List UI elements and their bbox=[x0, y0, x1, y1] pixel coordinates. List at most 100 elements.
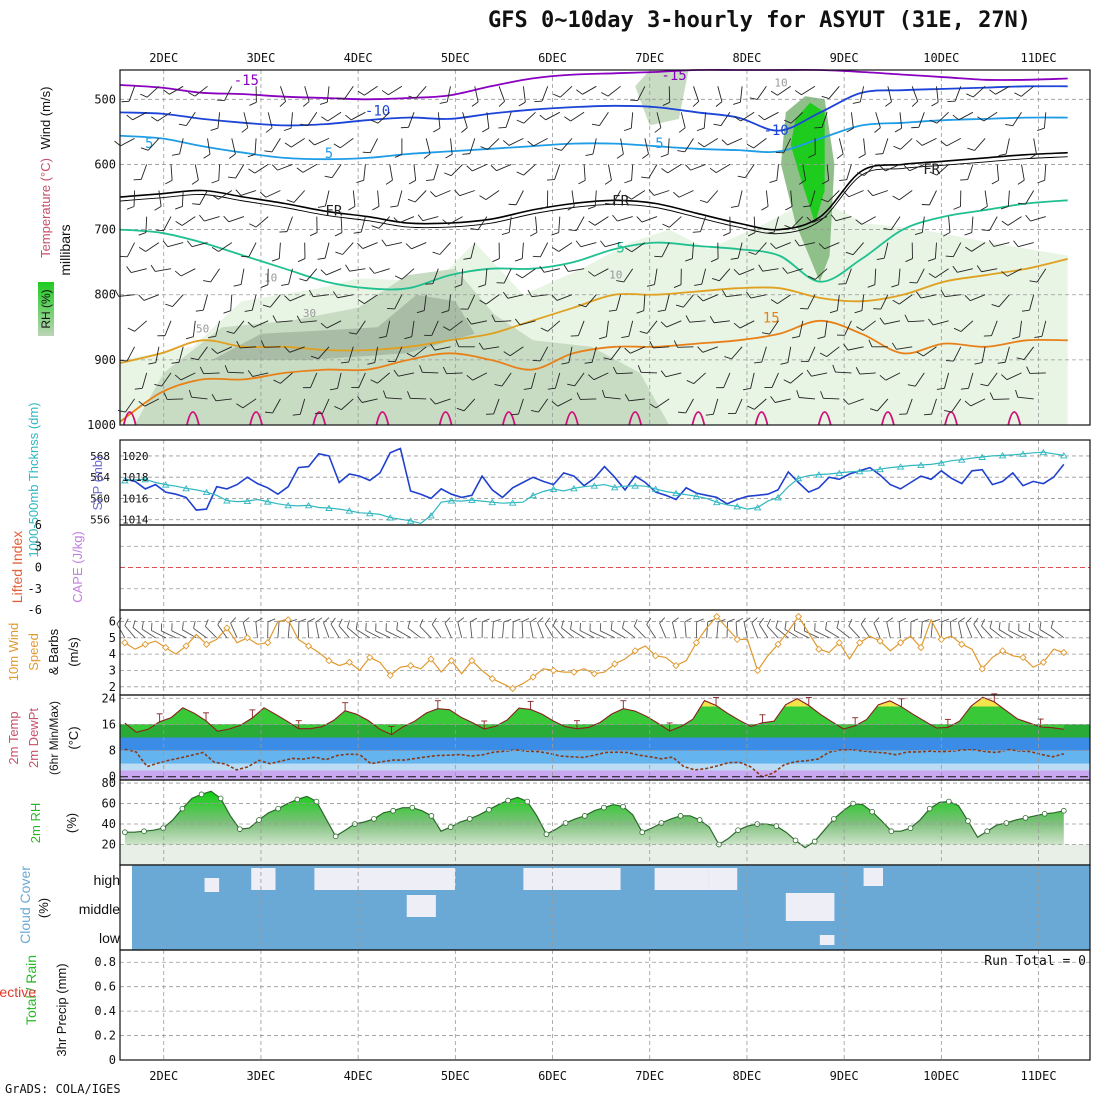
wind-barb bbox=[964, 216, 974, 236]
wind-barb bbox=[157, 320, 172, 337]
wind-barb bbox=[140, 85, 160, 98]
wind-barb bbox=[780, 346, 792, 365]
wind-barb bbox=[188, 85, 208, 97]
wind-barb-10m bbox=[132, 620, 146, 639]
wind-barb-10m bbox=[230, 617, 238, 638]
thickness-marker bbox=[468, 496, 476, 503]
wind-barb bbox=[466, 372, 488, 381]
wind-barb bbox=[444, 164, 463, 177]
wind-barb bbox=[367, 346, 379, 365]
rh-marker bbox=[581, 813, 588, 819]
wind-barb bbox=[868, 339, 888, 348]
pressure-tick: 900 bbox=[94, 353, 116, 367]
wind-barb bbox=[223, 294, 233, 314]
wind-barb-10m bbox=[671, 617, 679, 638]
wind-barb bbox=[944, 398, 962, 413]
thickness-marker bbox=[202, 488, 211, 496]
date-tick-top: 4DEC bbox=[344, 51, 373, 65]
thickness-marker bbox=[488, 498, 497, 506]
wind-barb bbox=[126, 111, 147, 121]
rh-marker bbox=[543, 831, 550, 838]
precip-tick: 0.4 bbox=[94, 1004, 116, 1018]
precip-axis-label-3: 3hr Precip (mm) bbox=[54, 963, 69, 1056]
wind-barb bbox=[540, 190, 549, 210]
wind-barb bbox=[608, 294, 622, 312]
lifted-index-tick: 6 bbox=[35, 518, 42, 532]
wind-barb-10m bbox=[743, 617, 751, 638]
wind-barb bbox=[425, 268, 439, 285]
wind-barb bbox=[649, 398, 670, 409]
precip-tick: 0.2 bbox=[94, 1029, 116, 1043]
wind-barb bbox=[856, 320, 876, 331]
wind-barb bbox=[749, 86, 767, 100]
wind-barb bbox=[761, 320, 779, 335]
wind-barb bbox=[601, 85, 621, 97]
wind-barb bbox=[952, 111, 974, 121]
wind-barb bbox=[324, 164, 342, 179]
wind-barb bbox=[165, 164, 173, 185]
wind-barb bbox=[928, 318, 949, 326]
wind-barb bbox=[709, 164, 731, 174]
temperature-axis-label: Temperature (°C) bbox=[38, 158, 53, 258]
wind-barb bbox=[715, 86, 723, 107]
wind-barb bbox=[879, 372, 901, 381]
wind-barb-10m bbox=[457, 617, 465, 638]
wind-barb bbox=[150, 264, 172, 272]
rh-marker bbox=[1041, 810, 1048, 817]
wind-barb bbox=[190, 346, 208, 361]
rh-marker bbox=[217, 795, 224, 802]
date-tick-top: 5DEC bbox=[441, 51, 470, 65]
wind-barb bbox=[247, 320, 269, 328]
wind-barb bbox=[1015, 389, 1034, 400]
wind-barb bbox=[211, 394, 232, 402]
wind-barb bbox=[624, 394, 645, 402]
wind-barb bbox=[211, 242, 233, 252]
wind-barb bbox=[165, 294, 184, 308]
wind-speed-marker bbox=[223, 624, 231, 632]
rh-tick: 80 bbox=[102, 776, 116, 790]
wind-barb bbox=[856, 164, 877, 176]
wind-barb bbox=[381, 85, 403, 96]
wind-speed-marker bbox=[958, 640, 966, 648]
wind-barb-10m bbox=[355, 621, 371, 639]
wind-barb bbox=[551, 294, 573, 301]
wind-barb bbox=[724, 346, 743, 360]
wind-barb bbox=[479, 190, 500, 201]
wind-barb bbox=[400, 112, 415, 129]
wind-barb bbox=[600, 240, 621, 248]
wind-barb-10m bbox=[886, 617, 894, 638]
wind-barb bbox=[317, 242, 330, 260]
wind-barb bbox=[953, 190, 962, 210]
wind-barb bbox=[843, 398, 864, 405]
wind-barb bbox=[873, 294, 889, 310]
wind-speed-marker bbox=[468, 657, 476, 665]
wind-barb bbox=[989, 85, 1010, 95]
wind-barb bbox=[419, 365, 439, 374]
rh-marker bbox=[735, 827, 741, 833]
wind-barb bbox=[894, 112, 903, 133]
wind-barb bbox=[271, 163, 293, 171]
wind-barb bbox=[806, 216, 828, 224]
wind-barb bbox=[960, 164, 974, 181]
wind-barb bbox=[185, 320, 196, 340]
wind-speed-marker bbox=[937, 635, 945, 644]
wind-barb bbox=[249, 216, 269, 228]
wind-barb bbox=[599, 320, 609, 340]
wind-barb bbox=[119, 346, 135, 362]
cloud-row-label: low bbox=[99, 930, 121, 946]
isotherm-5 bbox=[119, 258, 1068, 364]
wind-barb-10m bbox=[407, 620, 422, 639]
wind-barb bbox=[406, 346, 427, 358]
wind-barb bbox=[494, 372, 512, 387]
thickness-axis-label: 1000-500mb Thcknss (dm) bbox=[26, 402, 41, 557]
thickness-marker bbox=[263, 498, 272, 505]
wind-barb bbox=[820, 190, 840, 203]
wind-barb bbox=[407, 190, 427, 203]
wind-barb bbox=[508, 190, 524, 206]
isotherm-magenta bbox=[1007, 411, 1022, 426]
wind-barb bbox=[727, 398, 743, 414]
cloud-gap bbox=[785, 893, 835, 921]
wind-barb bbox=[228, 138, 236, 159]
wind-barb bbox=[516, 164, 536, 176]
wind-barb bbox=[393, 216, 415, 224]
